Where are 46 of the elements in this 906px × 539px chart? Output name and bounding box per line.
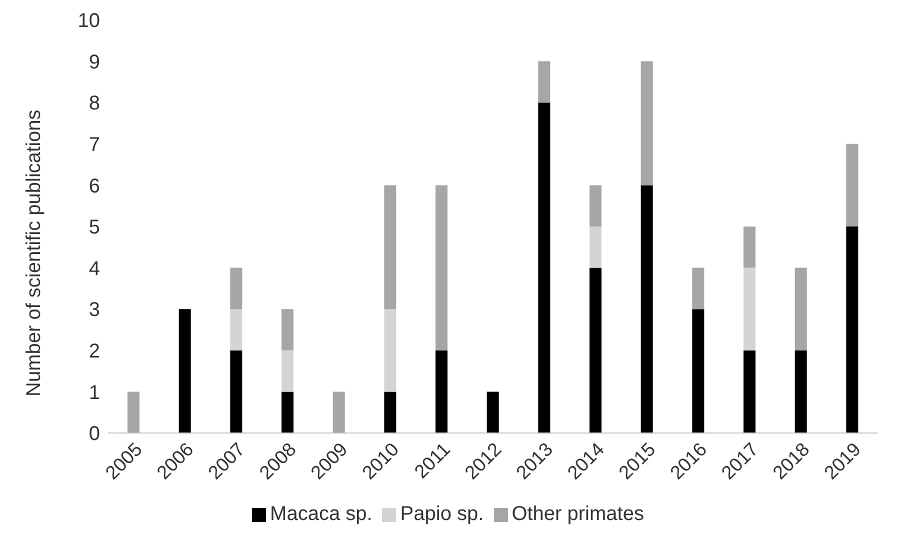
y-axis-title: Number of scientific publications [23,110,46,396]
bar [128,392,140,433]
y-tick-label: 1 [88,382,100,404]
bar [178,309,191,433]
bar [846,144,858,226]
bar [384,392,396,433]
bar [384,309,396,392]
bar [486,392,499,433]
bar [846,226,858,433]
bar [590,226,602,268]
bar [744,268,756,350]
bar [282,392,294,433]
bar [384,185,396,310]
y-tick-label: 5 [88,216,100,239]
bar [744,226,756,268]
legend-label: Other primates [512,503,644,525]
y-tick-label: 4 [88,258,100,280]
y-tick-label: 8 [88,92,100,115]
bar [692,309,704,433]
bar [794,268,807,350]
bar [282,350,294,392]
y-tick-label: 7 [88,134,100,156]
bar [538,61,550,103]
legend-label: Macaca sp. [270,503,372,525]
y-tick-label: 6 [88,175,100,198]
y-tick-label: 10 [78,10,100,32]
y-tick-label: 2 [88,340,100,362]
bar [538,102,550,433]
bar [590,185,602,226]
bar [230,350,242,433]
bar [692,268,704,310]
bar [744,350,756,433]
bar [640,185,653,433]
bar [436,350,448,433]
bar [230,309,242,350]
bar [794,350,807,433]
bar [640,61,653,186]
bar [332,392,345,433]
bar [436,185,448,350]
legend-label: Papio sp. [400,503,484,525]
bar [590,268,602,433]
bar [230,268,242,310]
bar [282,309,294,350]
y-tick-label: 9 [88,51,100,74]
y-tick-label: 3 [88,299,100,322]
y-tick-label: 0 [88,423,100,446]
